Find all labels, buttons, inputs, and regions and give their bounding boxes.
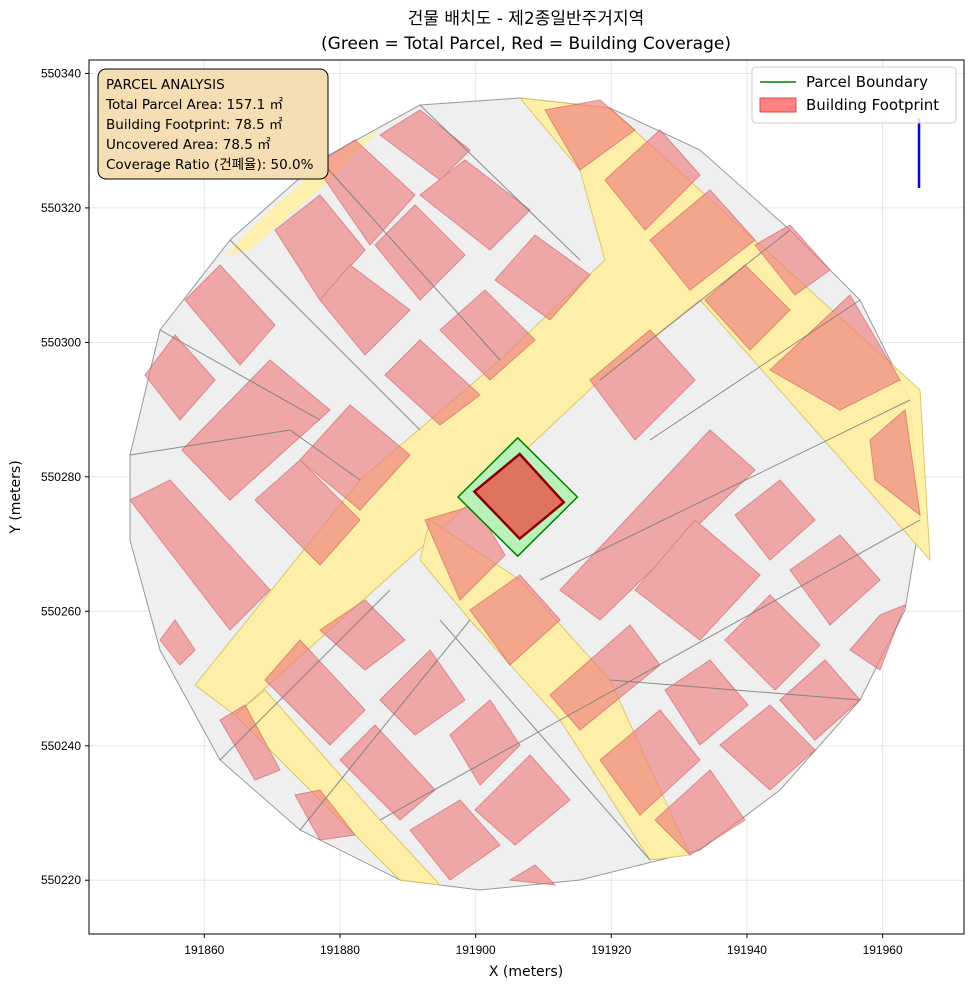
context-building — [719, 704, 816, 791]
context-building — [299, 404, 411, 511]
info-total-area: Total Parcel Area: 157.1 ㎡ — [105, 97, 283, 113]
block-line — [539, 399, 911, 581]
block-line — [439, 619, 651, 861]
info-uncovered-area: Uncovered Area: 78.5 ㎡ — [106, 137, 271, 153]
context-buildings — [129, 99, 921, 886]
context-building — [634, 519, 761, 641]
x-tick-label: 191940 — [727, 943, 767, 957]
context-building — [319, 599, 406, 671]
context-building — [379, 649, 466, 736]
context-building — [849, 604, 906, 671]
y-tick-label: 550240 — [41, 739, 81, 753]
context-building — [449, 699, 521, 786]
context-building — [159, 619, 196, 666]
block-outlines — [129, 104, 921, 861]
context-building — [724, 594, 821, 691]
info-building-footprint: Building Footprint: 78.5 ㎡ — [106, 117, 283, 133]
block-line — [129, 429, 361, 481]
context-building — [469, 574, 561, 666]
context-building — [664, 659, 749, 746]
block-line — [319, 159, 501, 361]
context-building — [264, 639, 366, 746]
context-building — [649, 189, 756, 291]
map-area — [129, 97, 931, 891]
context-building — [559, 429, 756, 621]
context-building — [439, 289, 536, 381]
context-building — [494, 234, 591, 321]
legend-parcel-label: Parcel Boundary — [806, 73, 928, 91]
y-tick-label: 550320 — [41, 201, 81, 215]
context-building — [181, 359, 331, 501]
y-tick-label: 550260 — [41, 604, 81, 618]
legend-building-swatch — [759, 97, 797, 113]
legend-building-label: Building Footprint — [806, 96, 939, 114]
context-building — [129, 479, 271, 631]
block-line — [419, 104, 581, 261]
info-heading: PARCEL ANALYSIS — [106, 77, 225, 93]
context-building — [294, 789, 356, 841]
y-tick-label: 550220 — [41, 873, 81, 887]
context-building — [544, 99, 636, 171]
block-line — [229, 239, 421, 431]
x-tick-label: 191860 — [184, 943, 224, 957]
context-building — [474, 754, 571, 846]
y-axis-ticks: 550220 550240 550260 550280 550300 550320 5503… — [41, 66, 89, 887]
context-building — [409, 799, 501, 881]
context-building — [419, 159, 531, 251]
x-axis-ticks: 191860 191880 191900 191920 191940 191960 — [184, 934, 903, 957]
info-coverage-ratio: Coverage Ratio (건폐율): 50.0% — [106, 157, 314, 173]
context-building — [508, 864, 557, 886]
block-line — [559, 519, 921, 721]
context-building — [384, 339, 481, 426]
context-building — [604, 129, 701, 231]
block-line — [299, 619, 471, 831]
y-axis-label: Y (meters) — [8, 460, 24, 534]
context-building — [734, 479, 816, 561]
y-tick-label: 550300 — [41, 335, 81, 349]
context-building — [424, 504, 506, 601]
block-line — [159, 329, 321, 421]
subject-building-footprint — [472, 452, 566, 541]
legend-background — [751, 66, 957, 124]
x-tick-label: 191900 — [456, 943, 496, 957]
context-building — [589, 329, 696, 441]
context-building — [769, 294, 901, 411]
block-line — [379, 719, 561, 821]
context-building — [599, 709, 701, 816]
plot-frame — [88, 59, 965, 935]
x-tick-label: 191920 — [591, 943, 631, 957]
block-line — [219, 589, 391, 761]
x-tick-label: 191880 — [320, 943, 360, 957]
context-building — [184, 264, 276, 366]
context-building — [144, 334, 216, 421]
info-box-background — [97, 68, 329, 180]
context-building — [869, 409, 921, 517]
x-axis-label: X (meters) — [489, 964, 563, 980]
block-line — [649, 299, 861, 441]
context-building — [374, 204, 466, 301]
block-line — [609, 679, 861, 701]
y-tick-label: 550340 — [41, 66, 81, 80]
chart-title-line1: 건물 배치도 - 제2종일반주거지역 — [408, 9, 644, 29]
context-building — [789, 534, 881, 626]
y-tick-label: 550280 — [41, 470, 81, 484]
context-building — [319, 264, 411, 356]
chart-title-line2: (Green = Total Parcel, Red = Building Co… — [321, 34, 731, 54]
context-building — [379, 109, 471, 181]
legend: Parcel Boundary Building Footprint — [751, 66, 957, 124]
context-building — [314, 139, 416, 246]
x-tick-label: 191960 — [863, 943, 903, 957]
context-building — [219, 704, 281, 781]
context-building — [254, 459, 361, 566]
parcel-analysis-box: PARCEL ANALYSIS Total Parcel Area: 157.1… — [97, 68, 329, 180]
context-building — [654, 769, 746, 856]
block-line — [599, 229, 791, 381]
